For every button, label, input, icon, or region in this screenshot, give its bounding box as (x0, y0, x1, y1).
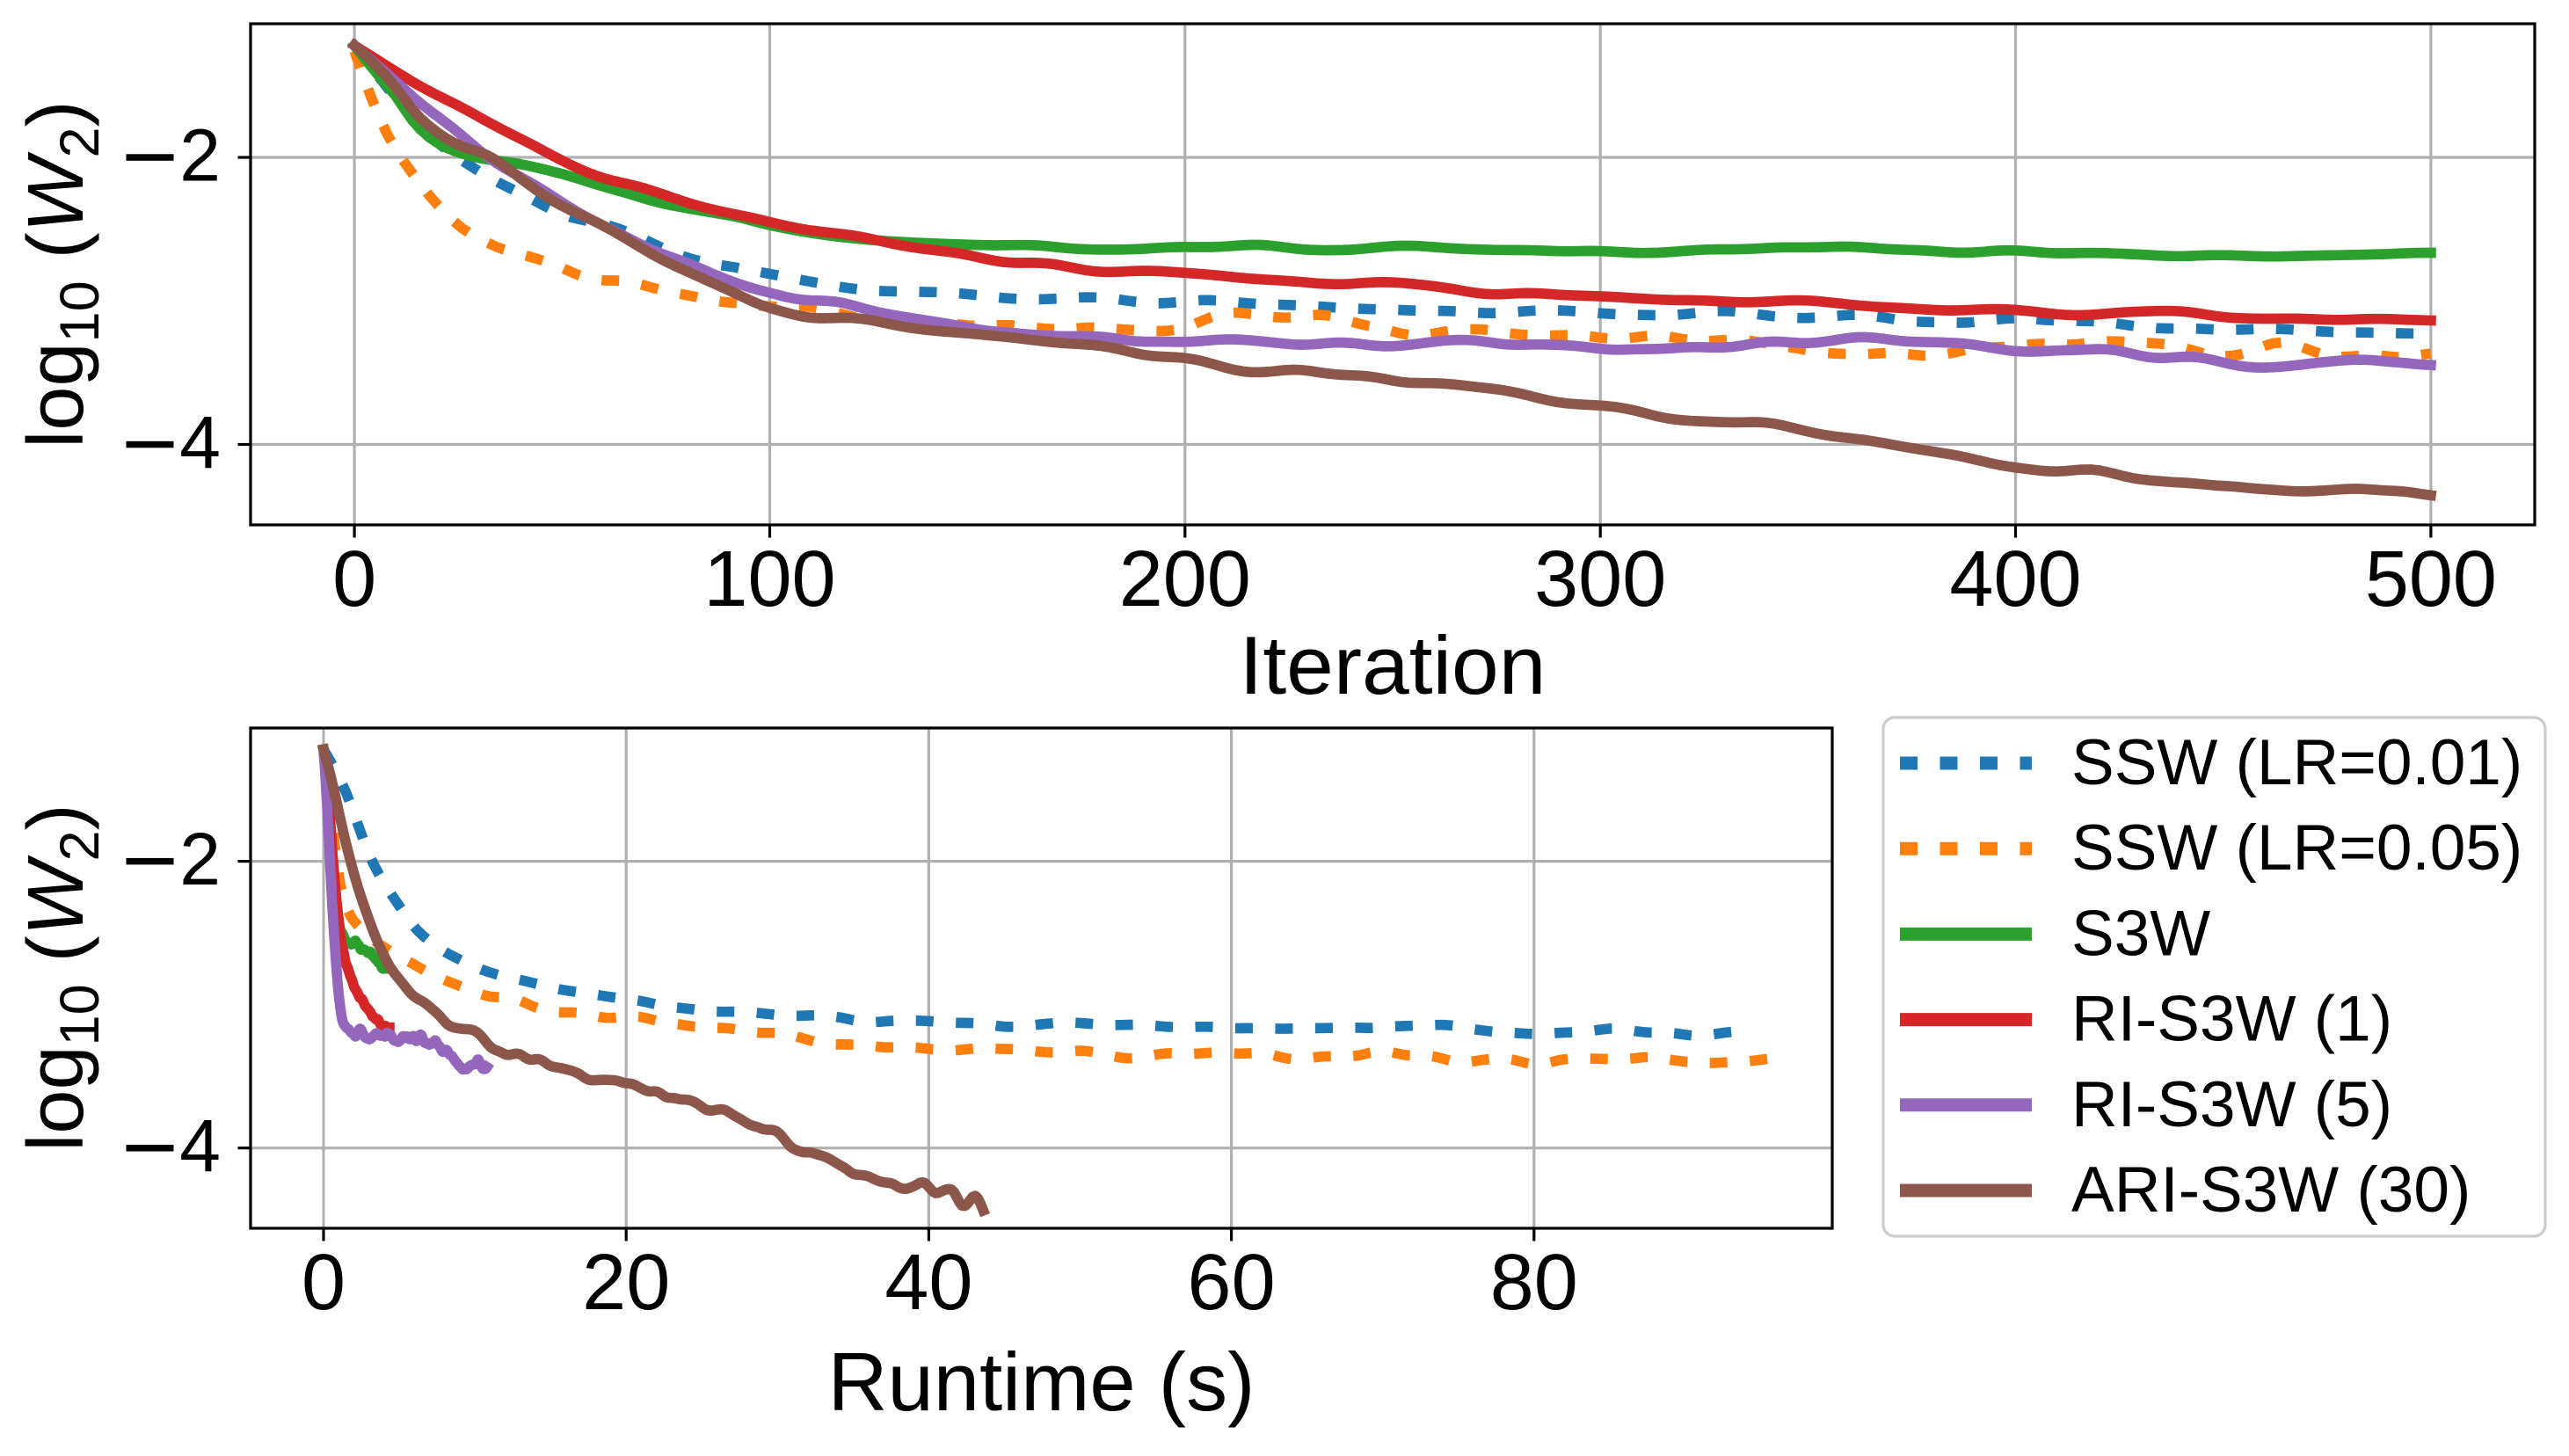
svg-text:0: 0 (332, 535, 376, 623)
svg-text:log10 (W2): log10 (W2) (12, 100, 111, 448)
svg-text:Runtime (s): Runtime (s) (828, 1336, 1255, 1428)
svg-text:80: 80 (1490, 1239, 1578, 1327)
svg-text:500: 500 (2365, 535, 2497, 623)
svg-text:4: 4 (179, 1104, 221, 1187)
svg-text:400: 400 (1949, 535, 2081, 623)
svg-text:4: 4 (179, 401, 221, 484)
svg-text:Iteration: Iteration (1240, 619, 1546, 711)
svg-text:SSW (LR=0.05): SSW (LR=0.05) (2071, 812, 2522, 884)
svg-text:60: 60 (1188, 1239, 1276, 1327)
svg-text:2: 2 (179, 113, 221, 196)
svg-text:20: 20 (582, 1239, 670, 1327)
svg-text:200: 200 (1119, 535, 1251, 623)
svg-text:0: 0 (302, 1239, 346, 1327)
svg-text:RI-S3W (5): RI-S3W (5) (2071, 1069, 2392, 1140)
svg-text:S3W: S3W (2071, 898, 2210, 969)
svg-text:log10 (W2): log10 (W2) (12, 804, 111, 1151)
svg-text:100: 100 (703, 535, 835, 623)
svg-text:300: 300 (1534, 535, 1666, 623)
svg-text:RI-S3W (1): RI-S3W (1) (2071, 984, 2392, 1055)
svg-text:ARI-S3W (30): ARI-S3W (30) (2071, 1154, 2471, 1226)
svg-text:40: 40 (884, 1239, 972, 1327)
svg-text:SSW (LR=0.01): SSW (LR=0.01) (2071, 727, 2522, 798)
svg-text:2: 2 (179, 818, 221, 900)
